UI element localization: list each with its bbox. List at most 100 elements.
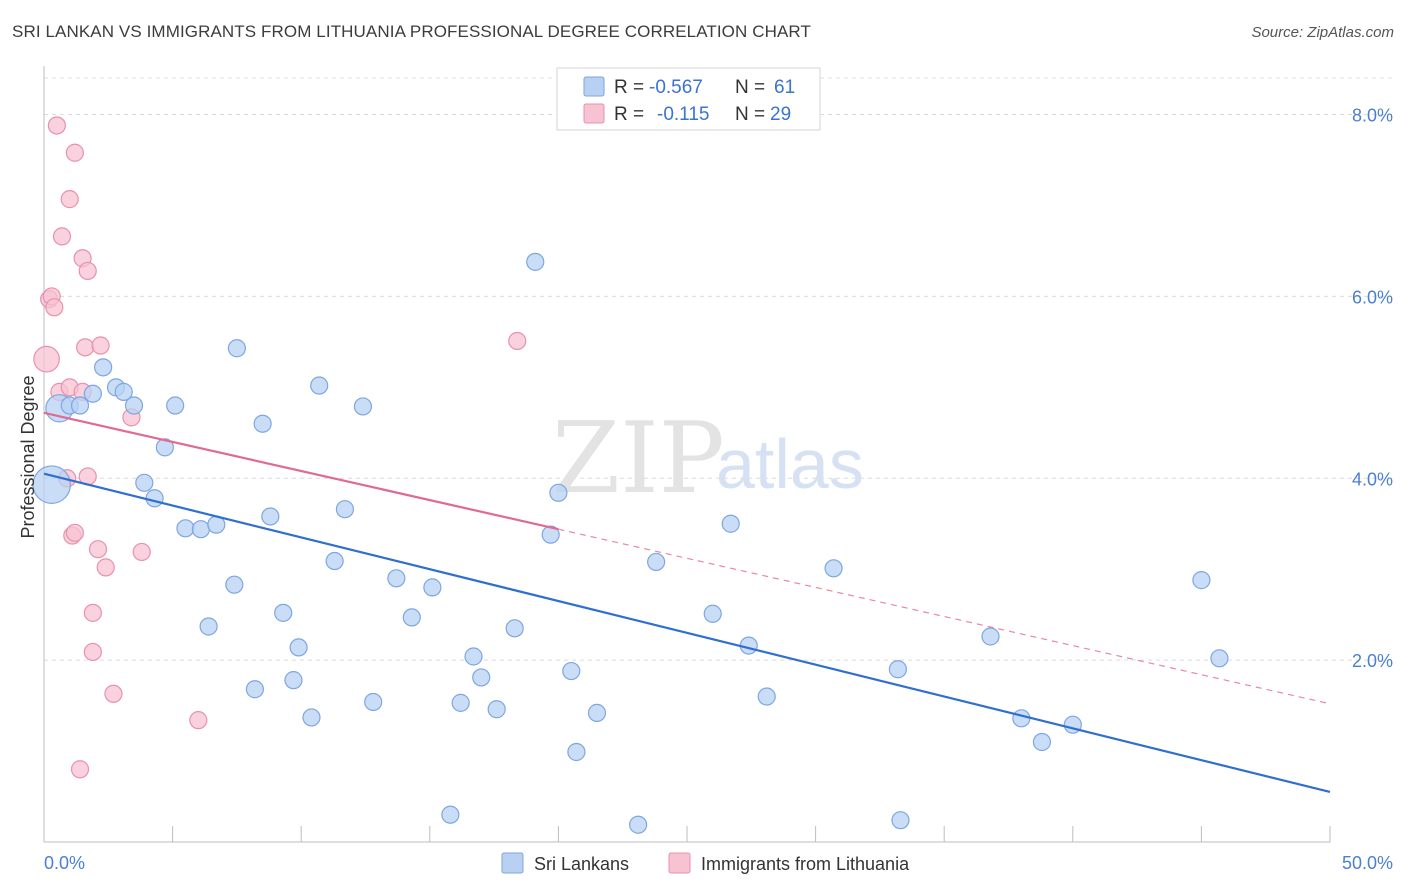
- srilankan-point-49: [721, 514, 740, 533]
- srilankan-point-41: [541, 525, 560, 544]
- srilankan-point-20: [253, 414, 272, 433]
- srilankan-point-36: [464, 647, 483, 666]
- srilankan-point-17: [225, 575, 244, 594]
- srilankan-point-3: [70, 396, 90, 415]
- srilankan-point-39: [505, 619, 524, 638]
- srilankan-point-54: [891, 811, 910, 830]
- srilankan-point-19: [245, 680, 265, 699]
- legend-swatch-blue: [583, 76, 605, 97]
- lithuania-point-12: [65, 143, 84, 162]
- legend-r-label-2: R =: [614, 104, 644, 125]
- legend-r-label-1: R =: [614, 77, 644, 98]
- lithuania-point-23: [96, 558, 115, 577]
- y-tick-label-3: 8.0%: [1352, 106, 1393, 126]
- y-tick-labels: 2.0% 4.0% 6.0% 8.0%: [1352, 106, 1393, 672]
- lithuania-point-22: [91, 336, 110, 355]
- srilankan-point-48: [703, 604, 722, 623]
- srilankan-point-46: [629, 815, 648, 834]
- srilankan-point-47: [647, 552, 666, 572]
- srilankan-point-44: [567, 742, 586, 762]
- srilankan-point-55: [981, 627, 1000, 646]
- bottom-legend: Sri Lankans Immigrants from Lithuania: [501, 852, 910, 874]
- srilankan-point-37: [472, 668, 491, 687]
- srilankan-point-27: [325, 551, 344, 571]
- srilankan-point-24: [289, 638, 308, 657]
- chart-title: SRI LANKAN VS IMMIGRANTS FROM LITHUANIA …: [12, 22, 811, 41]
- srilankan-point-53: [888, 660, 908, 679]
- srilankan-point-34: [441, 805, 460, 824]
- trend-lines: [43, 411, 1331, 794]
- bottom-legend-swatch-lithuania: [668, 852, 691, 874]
- gridlines: [44, 77, 1393, 661]
- lithuania-point-6: [52, 227, 72, 246]
- legend-box: R = -0.567 N = 61 R = -0.115 N = 29: [556, 67, 821, 131]
- legend-r-value-2: -0.115: [657, 104, 709, 125]
- srilankan-point-30: [364, 692, 383, 712]
- lithuania-point-26: [132, 542, 151, 562]
- srilankan-point-31: [387, 569, 406, 588]
- lithuania-point-9: [60, 190, 79, 209]
- srilankan-point-15: [199, 617, 218, 636]
- srilankan-point-12: [166, 396, 185, 415]
- srilankan-point-11: [155, 438, 174, 457]
- srilankan-point-59: [1192, 571, 1211, 590]
- srilankan-point-32: [402, 608, 421, 627]
- srilankan-point-8: [124, 396, 144, 415]
- srilankan-point-25: [302, 708, 321, 727]
- x-tick-label-max: 50.0%: [1342, 853, 1393, 873]
- lithuania-point-16: [76, 338, 95, 357]
- srilankan-point-56: [1012, 709, 1031, 728]
- x-tick-label-min: 0.0%: [44, 853, 85, 873]
- bottom-legend-srilankans: Sri Lankans: [534, 854, 629, 874]
- srilankan-point-38: [487, 700, 506, 719]
- srilankan-point-23: [284, 671, 303, 690]
- y-axis-label: Professional Degree: [18, 375, 38, 538]
- srilankan-point-0: [32, 465, 72, 504]
- lithuania-point-0: [33, 345, 60, 373]
- lithuania-point-20: [83, 603, 102, 622]
- axes: [43, 66, 1331, 843]
- lithuania-point-27: [189, 711, 208, 730]
- watermark-zip: ZIP: [552, 402, 725, 516]
- legend-r-value-1: -0.567: [649, 77, 703, 98]
- lithuania-point-19: [83, 642, 102, 662]
- lithuania-point-4: [47, 116, 66, 135]
- lithuania-point-3: [45, 298, 64, 317]
- watermark: ZIP atlas: [552, 402, 864, 516]
- watermark-atlas: atlas: [716, 425, 864, 503]
- srilankan-point-13: [176, 519, 195, 538]
- srilankan-points: [32, 252, 1229, 834]
- lithuania-point-28: [508, 331, 527, 351]
- lithuania-points: [33, 116, 527, 779]
- srilankan-point-7: [114, 382, 133, 401]
- srilankan-point-51: [757, 687, 776, 706]
- srilankan-point-9: [135, 473, 154, 492]
- lithuania-point-13: [70, 760, 90, 779]
- srilankan-point-28: [335, 500, 355, 519]
- srilankan-point-10: [145, 489, 164, 508]
- srilankan-point-26: [310, 376, 329, 395]
- lithuania-point-21: [88, 540, 108, 559]
- y-tick-label-0: 2.0%: [1352, 651, 1393, 671]
- lithuania-point-17: [78, 261, 97, 281]
- legend-n-label-1: N =: [735, 77, 765, 98]
- lithuania-point-24: [104, 684, 123, 703]
- source-label: Source: ZipAtlas.com: [1251, 24, 1394, 41]
- srilankan-trend-line: [43, 472, 1331, 794]
- bottom-legend-lithuania: Immigrants from Lithuania: [701, 854, 910, 874]
- legend-swatch-pink: [583, 103, 605, 124]
- lithuania-point-11: [65, 523, 84, 542]
- bottom-legend-swatch-srilankans: [501, 852, 524, 874]
- srilankan-point-33: [423, 578, 442, 597]
- srilankan-point-21: [261, 507, 280, 526]
- lithuania-trend-line-solid: [43, 411, 559, 531]
- srilankan-point-22: [274, 603, 293, 622]
- legend-n-label-2: N =: [735, 104, 765, 125]
- srilankan-point-45: [587, 703, 607, 722]
- srilankan-point-43: [562, 661, 581, 681]
- srilankan-point-35: [451, 693, 470, 712]
- srilankan-point-18: [227, 339, 246, 358]
- srilankan-point-52: [824, 559, 843, 578]
- y-tick-label-1: 4.0%: [1352, 469, 1393, 489]
